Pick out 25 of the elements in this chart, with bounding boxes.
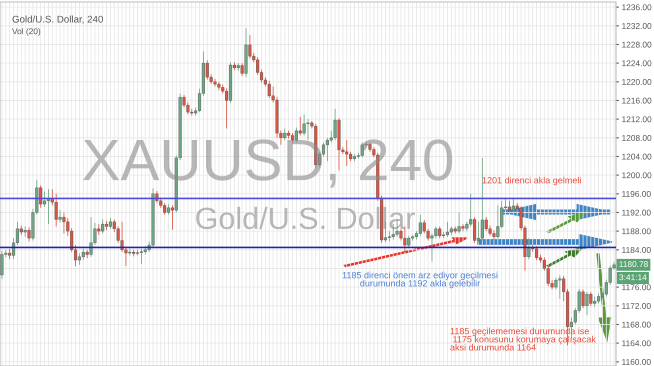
- text: Vol (20): [12, 28, 40, 36]
- y-tick-label: 1184.00: [622, 247, 651, 253]
- y-tick-label: 1208.00: [622, 135, 652, 141]
- annotation: 1201 direnci akla gelmeli: [482, 176, 581, 186]
- y-tick-label: 1216.00: [622, 98, 652, 104]
- annotation: 1185 direnci önem arz ediyor geçilmesi durumunda 1192 akla gelebilir: [342, 272, 498, 288]
- y-tick-label: 1176.00: [622, 284, 651, 290]
- y-tick-label: 1192.00: [622, 210, 651, 216]
- y-tick-label: 1164.00: [622, 340, 651, 346]
- y-tick-label: 1236.00: [622, 4, 652, 10]
- text: Gold/U.S. Dollar, 240: [12, 15, 103, 24]
- annotation: 1180.78: [619, 261, 648, 268]
- y-tick-label: 1212.00: [622, 116, 652, 122]
- y-tick-label: 1204.00: [622, 154, 652, 160]
- y-tick-label: 1196.00: [622, 191, 651, 197]
- y-tick-label: 1160.00: [622, 359, 651, 365]
- y-tick-label: 1228.00: [622, 42, 652, 48]
- y-tick-label: 1232.00: [622, 23, 652, 29]
- text: 3:41:14: [619, 274, 647, 280]
- y-tick-label: 1220.00: [622, 79, 652, 85]
- y-tick-label: 1224.00: [622, 60, 652, 66]
- y-tick-label: 1188.00: [622, 228, 651, 234]
- y-tick-label: 1172.00: [622, 303, 651, 309]
- y-tick-label: 1168.00: [622, 322, 651, 328]
- y-tick-label: 1200.00: [622, 172, 652, 178]
